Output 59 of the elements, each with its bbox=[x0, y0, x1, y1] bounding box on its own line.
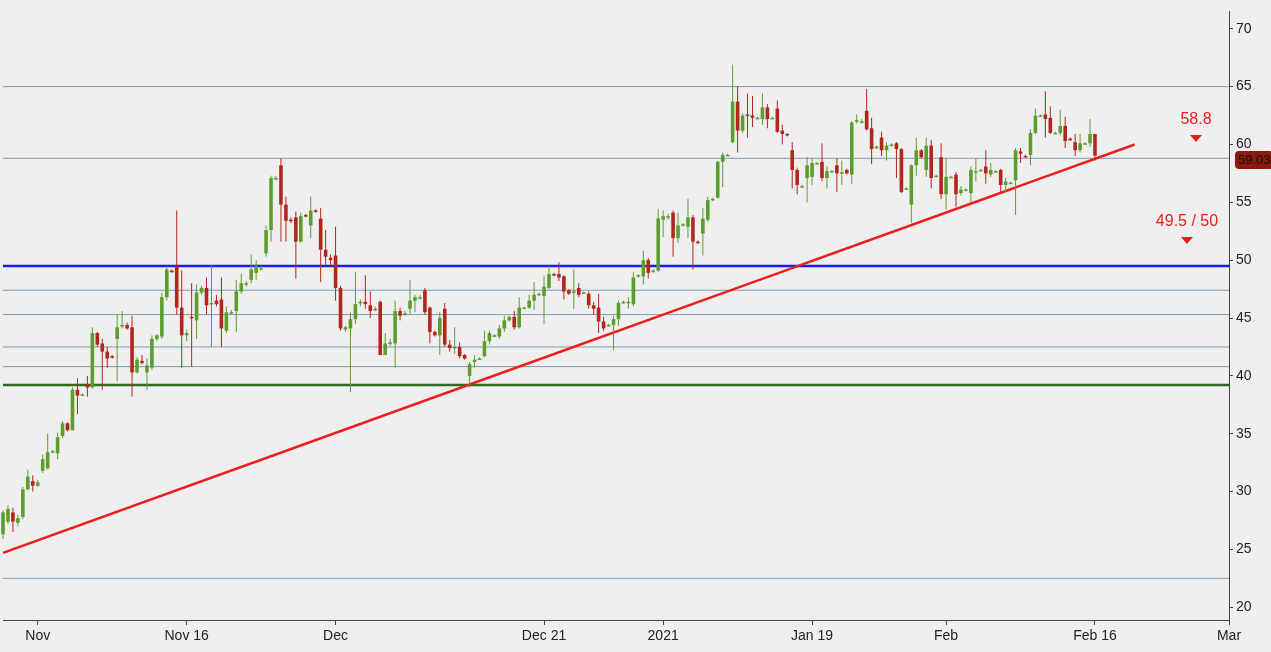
candlestick bbox=[745, 93, 750, 139]
candlestick bbox=[800, 184, 804, 188]
y-tick-label: 45 bbox=[1236, 308, 1252, 325]
candlestick bbox=[403, 310, 407, 317]
candlestick bbox=[308, 196, 313, 239]
candlestick bbox=[1088, 118, 1092, 148]
candlestick bbox=[820, 142, 824, 182]
y-tick-label: 55 bbox=[1236, 193, 1252, 210]
candlestick bbox=[140, 354, 144, 365]
y-tick-label: 60 bbox=[1236, 135, 1252, 152]
y-tick-label: 30 bbox=[1236, 482, 1252, 499]
candlestick bbox=[720, 152, 725, 188]
candlestick bbox=[840, 160, 844, 186]
candlestick bbox=[40, 454, 45, 474]
candlestick bbox=[512, 310, 517, 331]
y-tick-label: 35 bbox=[1236, 424, 1252, 441]
candlestick bbox=[264, 224, 268, 258]
candlestick bbox=[239, 273, 244, 295]
candlestick bbox=[11, 507, 15, 533]
y-tick-label: 65 bbox=[1236, 77, 1252, 94]
y-tick-label: 50 bbox=[1236, 251, 1252, 268]
x-tick-label: Feb 16 bbox=[1073, 627, 1117, 644]
annotation: 49.5 / 50 bbox=[1155, 212, 1219, 230]
x-tick-label: Nov bbox=[25, 627, 51, 644]
candlestick bbox=[572, 268, 576, 310]
candlestick bbox=[26, 469, 30, 491]
candlestick bbox=[115, 314, 119, 383]
candlestick bbox=[105, 346, 110, 369]
y-tick-label: 25 bbox=[1236, 540, 1252, 557]
candlestick bbox=[954, 171, 958, 208]
candlestick bbox=[835, 157, 839, 193]
candlestick bbox=[1058, 109, 1063, 136]
candlestick bbox=[790, 141, 795, 189]
candlestick bbox=[398, 307, 402, 321]
candlestick bbox=[1073, 133, 1077, 157]
candlestick bbox=[517, 296, 522, 329]
y-tick-label: 40 bbox=[1236, 366, 1252, 383]
y-tick-label: 20 bbox=[1236, 598, 1252, 615]
y-tick-label: 70 bbox=[1236, 19, 1252, 36]
candlestick bbox=[234, 279, 239, 333]
candlestick bbox=[16, 514, 20, 527]
x-tick-label: Feb bbox=[934, 627, 959, 644]
x-tick-label: Mar bbox=[1216, 627, 1242, 644]
x-tick-label: 2021 bbox=[647, 627, 679, 644]
x-tick-label: Dec 21 bbox=[521, 627, 567, 644]
x-tick-label: Nov 16 bbox=[164, 627, 210, 644]
candlestick bbox=[646, 257, 651, 280]
candlestick bbox=[983, 149, 988, 185]
text: 59.03 bbox=[1238, 151, 1271, 167]
candlestick bbox=[437, 311, 442, 356]
candlestick bbox=[795, 167, 799, 195]
candlestick bbox=[527, 294, 531, 310]
x-tick-label: Jan 19 bbox=[791, 627, 834, 644]
candlestick bbox=[914, 137, 919, 177]
candlestick bbox=[1093, 133, 1097, 162]
x-tick-label: Dec bbox=[323, 627, 349, 644]
annotation: 58.8 bbox=[1180, 110, 1212, 128]
candlestick bbox=[408, 279, 412, 316]
candlestick bbox=[532, 281, 536, 311]
